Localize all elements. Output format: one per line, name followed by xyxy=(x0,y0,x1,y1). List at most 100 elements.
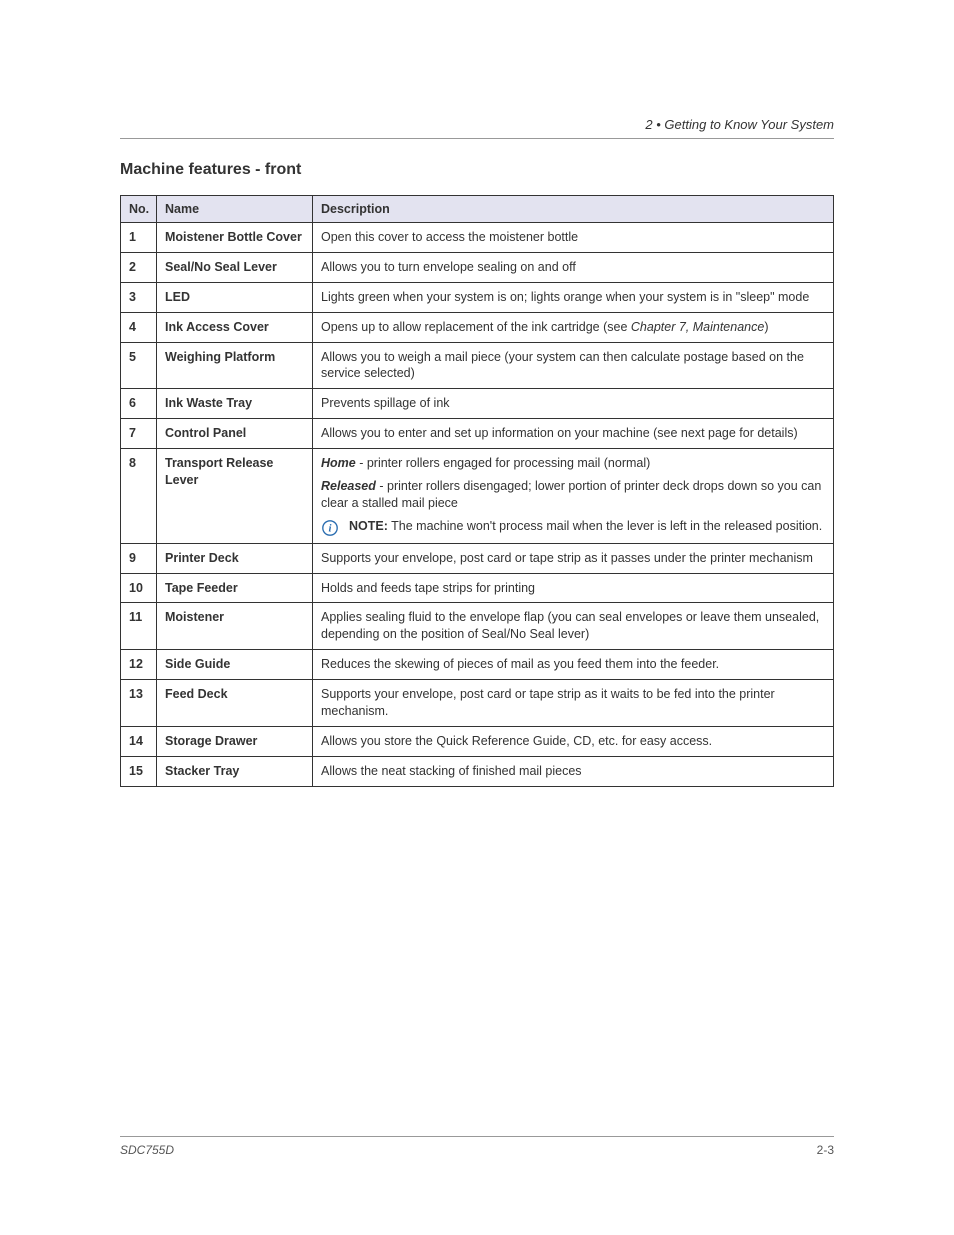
cell-no: 4 xyxy=(121,312,157,342)
cell-no: 14 xyxy=(121,726,157,756)
text-segment: ) xyxy=(764,320,768,334)
footer-left: SDC755D xyxy=(120,1143,174,1157)
cell-desc: Lights green when your system is on; lig… xyxy=(313,282,834,312)
note-text: NOTE: The machine won't process mail whe… xyxy=(349,518,822,535)
desc-block: Home - printer rollers engaged for proce… xyxy=(321,455,825,472)
feature-table: No. Name Description 1Moistener Bottle C… xyxy=(120,195,834,787)
table-row: 10Tape Feeder Holds and feeds tape strips… xyxy=(121,573,834,603)
cell-desc: Open this cover to access the moistener … xyxy=(313,223,834,253)
text-segment: Allows the neat stacking of finished mai… xyxy=(321,764,582,778)
text-segment: NOTE: xyxy=(349,519,388,533)
cell-no: 8 xyxy=(121,449,157,544)
cell-name: Seal/No Seal Lever xyxy=(157,252,313,282)
cell-desc: Allows you to weigh a mail piece (your s… xyxy=(313,342,834,389)
table-row: 5Weighing Platform Allows you to weigh a … xyxy=(121,342,834,389)
cell-name: Tape Feeder xyxy=(157,573,313,603)
text-segment: Prevents spillage of ink xyxy=(321,396,450,410)
cell-name: LED xyxy=(157,282,313,312)
desc-block: Released - printer rollers disengaged; l… xyxy=(321,478,825,512)
col-header-no: No. xyxy=(121,196,157,223)
table-row: 6Ink Waste Tray Prevents spillage of ink xyxy=(121,389,834,419)
cell-no: 13 xyxy=(121,680,157,727)
cell-desc: Holds and feeds tape strips for printing xyxy=(313,573,834,603)
cell-no: 12 xyxy=(121,650,157,680)
text-segment: Allows you store the Quick Reference Gui… xyxy=(321,734,712,748)
text-segment: Applies sealing fluid to the envelope fl… xyxy=(321,610,819,641)
table-row: 9Printer Deck Supports your envelope, pos… xyxy=(121,543,834,573)
cell-desc: Allows the neat stacking of finished mai… xyxy=(313,756,834,786)
cell-no: 2 xyxy=(121,252,157,282)
text-segment: Released xyxy=(321,479,376,493)
text-segment: - printer rollers engaged for processing… xyxy=(356,456,651,470)
table-row: 15Stacker Tray Allows the neat stacking o… xyxy=(121,756,834,786)
cell-desc: Home - printer rollers engaged for proce… xyxy=(313,449,834,544)
text-segment: Holds and feeds tape strips for printing xyxy=(321,581,535,595)
cell-desc: Prevents spillage of ink xyxy=(313,389,834,419)
info-icon: i xyxy=(321,519,339,537)
cell-no: 5 xyxy=(121,342,157,389)
text-segment: Opens up to allow replacement of the ink… xyxy=(321,320,631,334)
cell-desc: Allows you store the Quick Reference Gui… xyxy=(313,726,834,756)
table-row: 7Control Panel Allows you to enter and se… xyxy=(121,419,834,449)
table-row: 4Ink Access Cover Opens up to allow repla… xyxy=(121,312,834,342)
cell-name: Storage Drawer xyxy=(157,726,313,756)
cell-no: 3 xyxy=(121,282,157,312)
cell-name: Stacker Tray xyxy=(157,756,313,786)
footer-right: 2-3 xyxy=(817,1143,834,1157)
page: 2 • Getting to Know Your System Machine … xyxy=(0,0,954,1235)
col-header-name: Name xyxy=(157,196,313,223)
cell-desc: Allows you to enter and set up informati… xyxy=(313,419,834,449)
cell-desc: Applies sealing fluid to the envelope fl… xyxy=(313,603,834,650)
text-segment: Lights green when your system is on; lig… xyxy=(321,290,809,304)
table-row: 13Feed Deck Supports your envelope, post … xyxy=(121,680,834,727)
section-title: Machine features - front xyxy=(120,161,834,179)
table-row: 2Seal/No Seal Lever Allows you to turn en… xyxy=(121,252,834,282)
text-segment: - printer rollers disengaged; lower port… xyxy=(321,479,821,510)
text-segment: The machine won't process mail when the … xyxy=(388,519,822,533)
cell-no: 6 xyxy=(121,389,157,419)
table-row: 14Storage Drawer Allows you store the Qui… xyxy=(121,726,834,756)
table-row: 12Side Guide Reduces the skewing of piece… xyxy=(121,650,834,680)
text-segment: Reduces the skewing of pieces of mail as… xyxy=(321,657,719,671)
text-segment: Chapter 7, Maintenance xyxy=(631,320,764,334)
text-segment: Supports your envelope, post card or tap… xyxy=(321,687,775,718)
page-footer: SDC755D 2-3 xyxy=(120,1136,834,1157)
text-segment: Open this cover to access the moistener … xyxy=(321,230,578,244)
note-block: i NOTE: The machine won't process mail wh… xyxy=(321,518,825,537)
cell-desc: Reduces the skewing of pieces of mail as… xyxy=(313,650,834,680)
text-segment: Allows you to enter and set up informati… xyxy=(321,426,798,440)
cell-name: Transport Release Lever xyxy=(157,449,313,544)
cell-no: 7 xyxy=(121,419,157,449)
chapter-rule: 2 • Getting to Know Your System xyxy=(120,110,834,139)
cell-name: Feed Deck xyxy=(157,680,313,727)
cell-name: Ink Access Cover xyxy=(157,312,313,342)
col-header-desc: Description xyxy=(313,196,834,223)
table-row: 3LED Lights green when your system is on;… xyxy=(121,282,834,312)
text-segment: Supports your envelope, post card or tap… xyxy=(321,551,813,565)
table-row: 8Transport Release Lever Home - printer r… xyxy=(121,449,834,544)
cell-no: 11 xyxy=(121,603,157,650)
text-segment: Home xyxy=(321,456,356,470)
cell-desc: Opens up to allow replacement of the ink… xyxy=(313,312,834,342)
cell-no: 15 xyxy=(121,756,157,786)
table-header-row: No. Name Description xyxy=(121,196,834,223)
chapter-label: 2 • Getting to Know Your System xyxy=(645,117,834,132)
cell-name: Weighing Platform xyxy=(157,342,313,389)
cell-name: Moistener Bottle Cover xyxy=(157,223,313,253)
svg-text:i: i xyxy=(329,522,332,534)
cell-desc: Supports your envelope, post card or tap… xyxy=(313,543,834,573)
cell-name: Ink Waste Tray xyxy=(157,389,313,419)
text-segment: Allows you to turn envelope sealing on a… xyxy=(321,260,576,274)
cell-no: 1 xyxy=(121,223,157,253)
cell-no: 10 xyxy=(121,573,157,603)
cell-desc: Supports your envelope, post card or tap… xyxy=(313,680,834,727)
table-row: 11Moistener Applies sealing fluid to the … xyxy=(121,603,834,650)
cell-no: 9 xyxy=(121,543,157,573)
cell-name: Moistener xyxy=(157,603,313,650)
text-segment: Allows you to weigh a mail piece (your s… xyxy=(321,350,804,381)
table-row: 1Moistener Bottle Cover Open this cover t… xyxy=(121,223,834,253)
cell-name: Control Panel xyxy=(157,419,313,449)
cell-name: Printer Deck xyxy=(157,543,313,573)
cell-name: Side Guide xyxy=(157,650,313,680)
cell-desc: Allows you to turn envelope sealing on a… xyxy=(313,252,834,282)
